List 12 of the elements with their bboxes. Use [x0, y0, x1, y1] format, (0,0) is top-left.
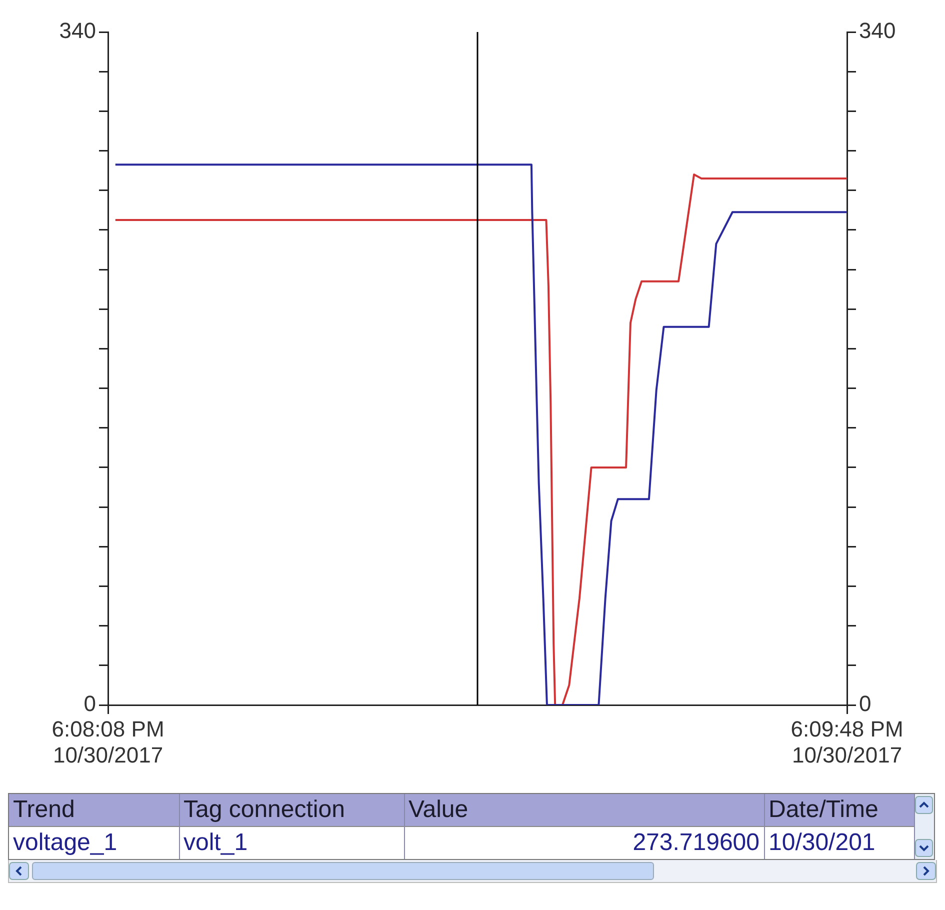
x-tick-label: 6:09:48 PM 10/30/2017 — [790, 716, 904, 768]
y2-tick-label: 0 — [859, 691, 872, 716]
text: voltage_1 — [9, 826, 179, 859]
text: Date/Time — [764, 794, 914, 826]
text: 273.719600 — [404, 826, 764, 859]
text: 10/30/201 — [764, 826, 914, 859]
x-tick-label: 6:08:08 PM 10/30/2017 — [52, 716, 164, 768]
y2-tick-label: 340 — [859, 18, 896, 44]
text: volt_1 — [179, 826, 404, 859]
text: Tag connection — [179, 794, 404, 826]
text: Trend — [9, 794, 179, 826]
text: Value — [404, 794, 764, 826]
